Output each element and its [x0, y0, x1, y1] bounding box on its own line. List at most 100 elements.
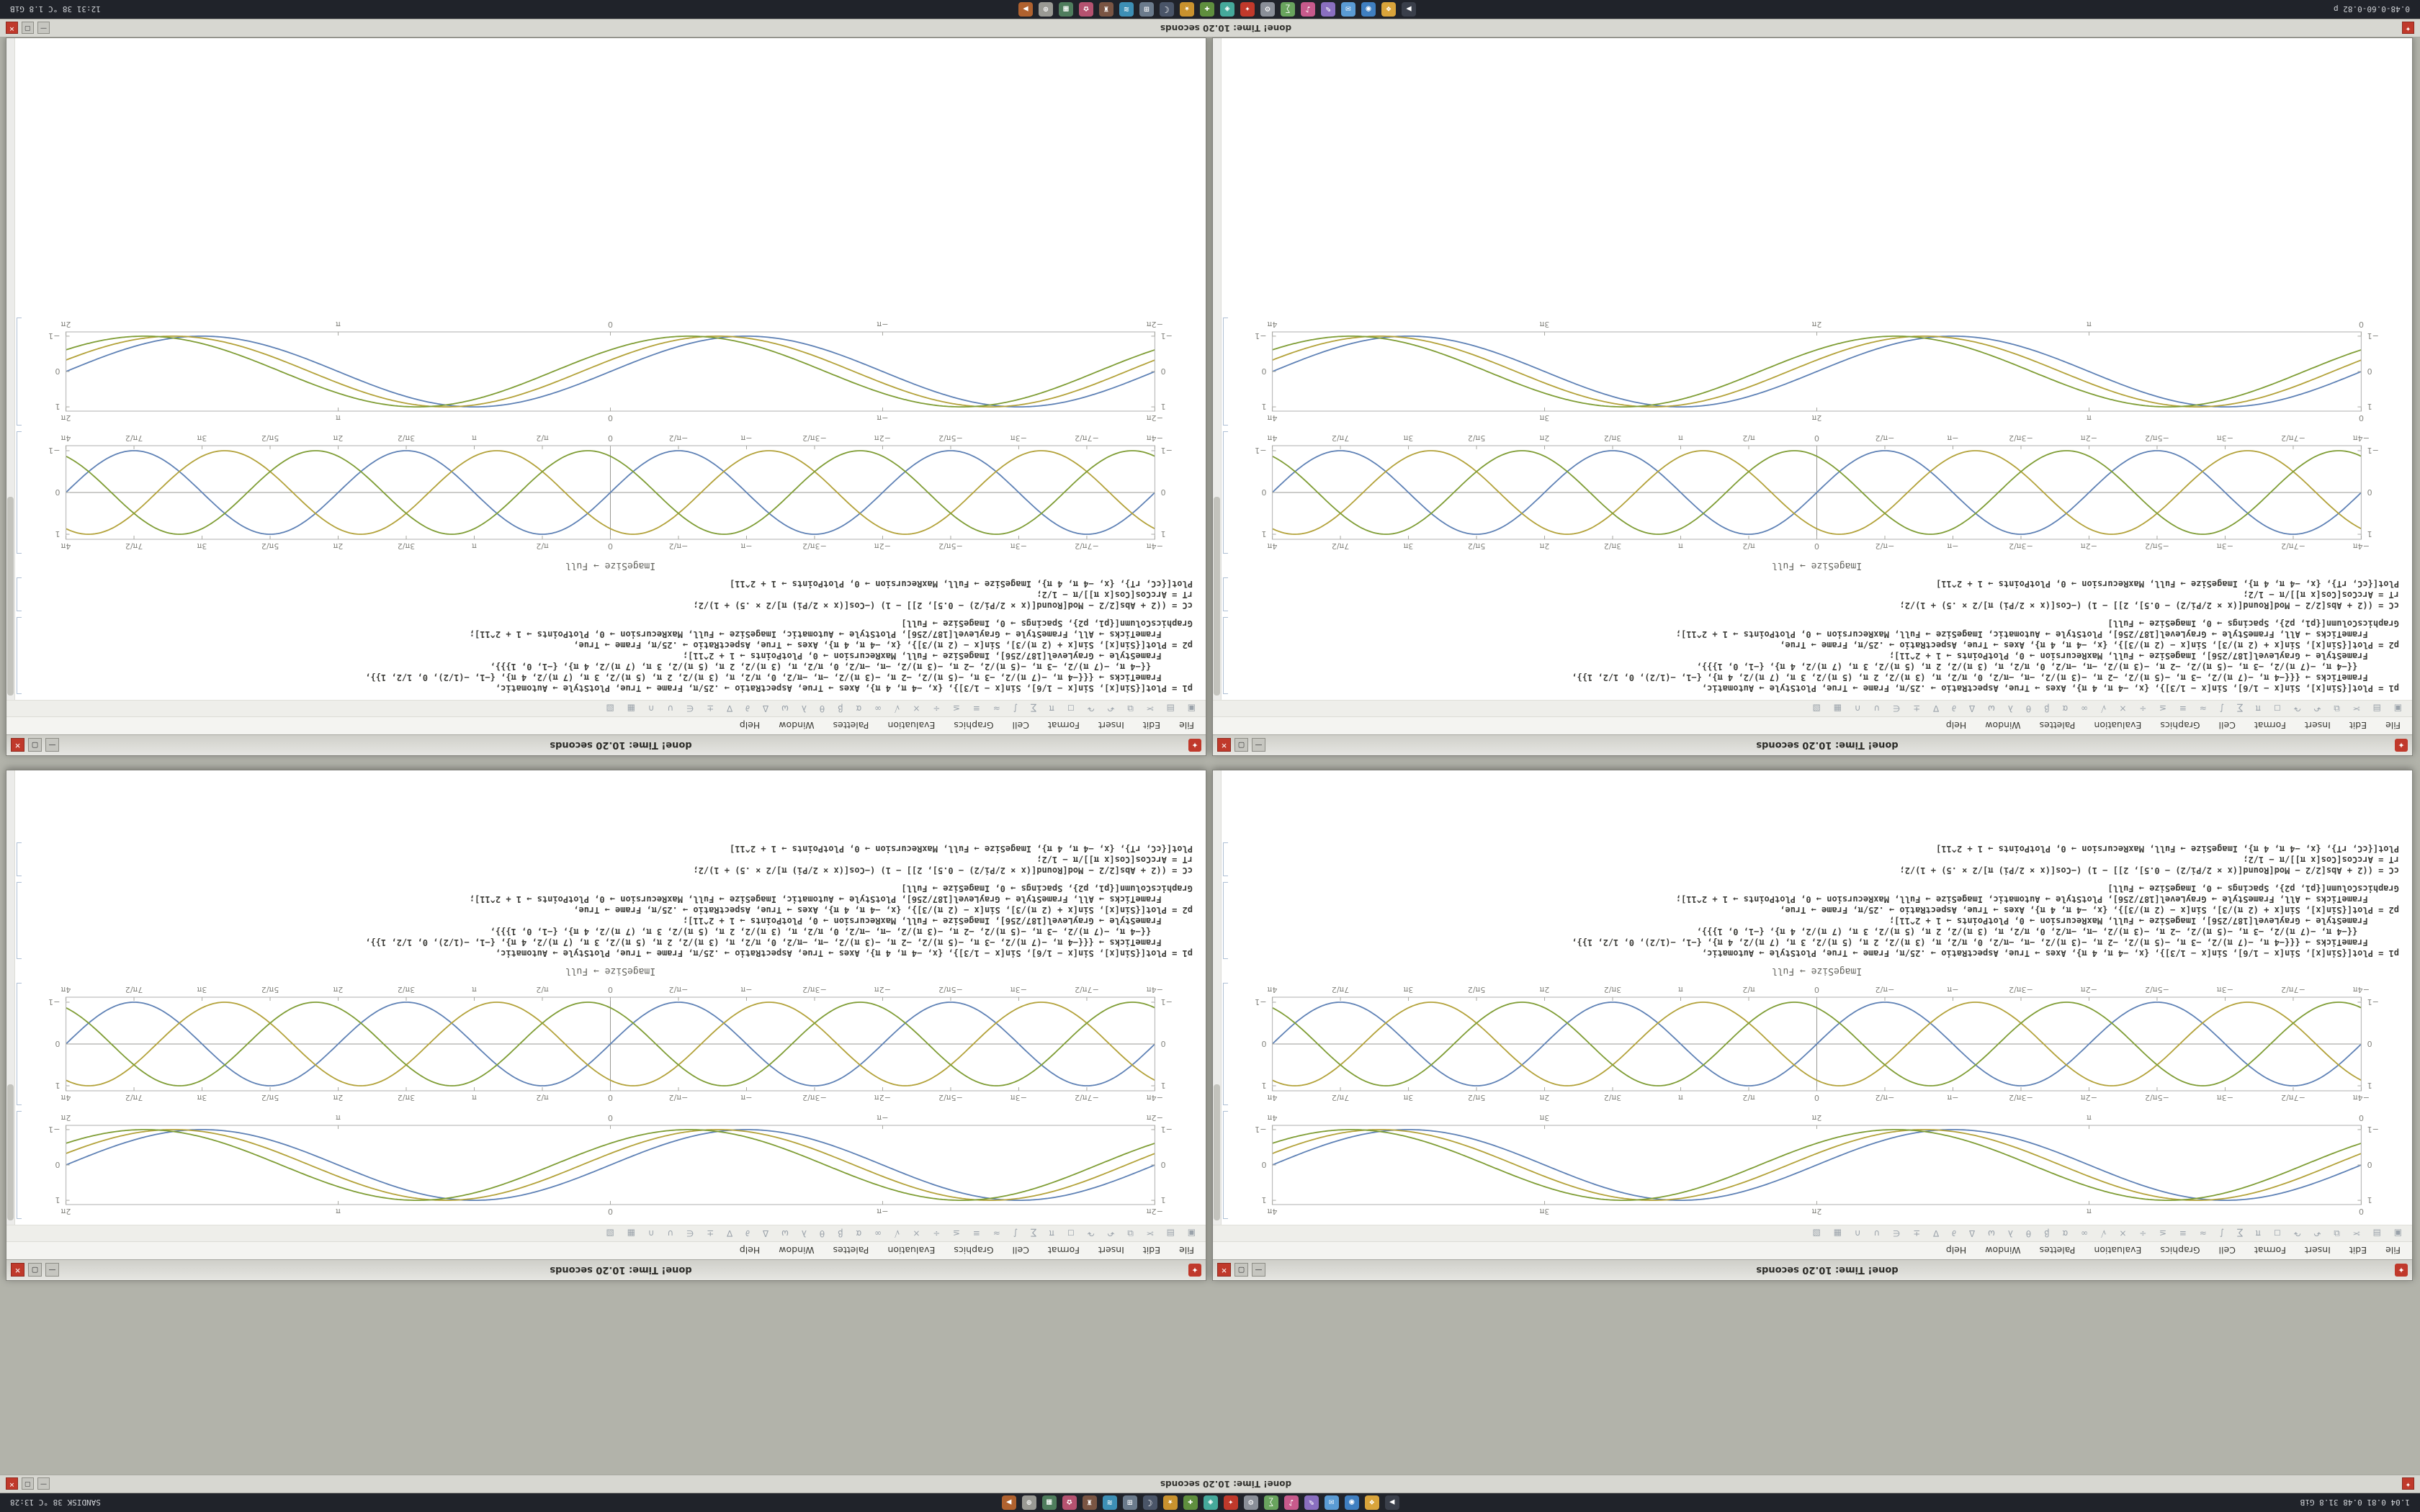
cell-bracket[interactable]: [17, 1111, 22, 1219]
close-button[interactable]: ✕: [6, 1477, 18, 1490]
grid-icon[interactable]: ⊞: [1122, 1495, 1137, 1510]
grid-icon[interactable]: ⊞: [1139, 2, 1154, 17]
toolbar-glyphs[interactable]: ▣ ▤ ✂ ⧉ ↶ ↷ ◻ π ∑ ∫ ≈ ≡ ≤ ÷ × √ ∞ α β θ …: [1807, 1228, 2402, 1239]
system-icon[interactable]: ⊕: [1038, 2, 1053, 17]
maximize-button[interactable]: ▢: [28, 1263, 42, 1277]
menu-item-graphics[interactable]: Graphics: [2160, 720, 2200, 732]
code-line[interactable]: {{−4 π, −(7 π)/2, −3 π, −(5 π)/2, −2 π, …: [1696, 927, 2399, 937]
toolbar-glyphs[interactable]: ▣ ▤ ✂ ⧉ ↶ ↷ ◻ π ∑ ∫ ≈ ≡ ≤ ÷ × √ ∞ α β θ …: [1807, 703, 2402, 714]
code-line[interactable]: p2 = Plot[{Sin[x], Sin[x + (2 π)/3], Sin…: [1780, 640, 2399, 650]
code-line[interactable]: FrameTicks → {{{−4 π, −(7 π)/2, −3 π, −(…: [365, 672, 1193, 683]
maximize-button[interactable]: ▢: [1234, 1263, 1248, 1277]
code-line[interactable]: p1 = Plot[{Sin[x], Sin[x − 1/6], Sin[x −…: [495, 683, 1193, 693]
code-line[interactable]: cC = ((2 + Abs[2/2 − Mod[Round[(x × 2/Pi…: [1899, 600, 2399, 611]
input-cell-small[interactable]: cC = ((2 + Abs[2/2 − Mod[Round[(x × 2/Pi…: [1213, 575, 2412, 614]
files-icon[interactable]: ❖: [1381, 2, 1396, 17]
mathematica-icon[interactable]: ✦: [2402, 22, 2414, 35]
menu-item-format[interactable]: Format: [2254, 1245, 2286, 1256]
files-icon[interactable]: ❖: [1364, 1495, 1379, 1510]
menu-item-insert[interactable]: Insert: [2305, 720, 2331, 732]
table-icon[interactable]: ▦: [1041, 1495, 1057, 1510]
chat-icon[interactable]: ◈: [1219, 2, 1234, 17]
scrollbar-thumb[interactable]: [7, 497, 14, 696]
cell-bracket[interactable]: [17, 318, 22, 426]
waves-icon[interactable]: ≋: [1102, 1495, 1117, 1510]
input-cell-main[interactable]: p1 = Plot[{Sin[x], Sin[x − 1/6], Sin[x −…: [6, 614, 1206, 697]
cell-bracket[interactable]: [1223, 577, 1228, 611]
minimize-button[interactable]: —: [37, 1477, 50, 1490]
menu-item-graphics[interactable]: Graphics: [2160, 1245, 2200, 1256]
close-button[interactable]: ✕: [11, 738, 24, 752]
code-line[interactable]: p2 = Plot[{Sin[x], Sin[x + (2 π)/3], Sin…: [1780, 905, 2399, 915]
code-line[interactable]: Plot[{cC, rT}, {x, −4 π, 4 π}, ImageSize…: [730, 579, 1193, 589]
cell-bracket[interactable]: [17, 431, 22, 554]
scrollbar-thumb[interactable]: [1214, 497, 1220, 696]
close-button[interactable]: ✕: [1217, 738, 1231, 752]
minimize-button[interactable]: —: [1252, 1263, 1265, 1277]
code-line[interactable]: rT = ArcCos[Cos[x π]]/π − 1/2;: [1036, 855, 1193, 865]
code-line[interactable]: p1 = Plot[{Sin[x], Sin[x − 1/6], Sin[x −…: [1701, 948, 2399, 958]
code-line[interactable]: FrameTicks → All, FrameStyle → GrayLevel…: [469, 629, 1193, 639]
mail-icon[interactable]: ✉: [1324, 1495, 1339, 1510]
menu-item-palettes[interactable]: Palettes: [833, 1245, 869, 1256]
menu-item-cell[interactable]: Cell: [2218, 720, 2236, 732]
media-icon[interactable]: ▶: [1001, 1495, 1016, 1510]
terminal-icon[interactable]: ▶: [1384, 1495, 1399, 1510]
menu-item-format[interactable]: Format: [1047, 1245, 1080, 1256]
cell-bracket[interactable]: [1223, 882, 1228, 959]
code-line[interactable]: cC = ((2 + Abs[2/2 − Mod[Round[(x × 2/Pi…: [693, 600, 1193, 611]
cell-bracket[interactable]: [1223, 983, 1228, 1105]
mathematica-icon[interactable]: ✦: [1240, 2, 1255, 17]
menu-item-insert[interactable]: Insert: [1098, 720, 1124, 732]
night-icon[interactable]: ☾: [1142, 1495, 1157, 1510]
vertical-scrollbar[interactable]: [6, 38, 15, 700]
menu-item-file[interactable]: File: [1179, 1245, 1194, 1256]
input-cell-small[interactable]: cC = ((2 + Abs[2/2 − Mod[Round[(x × 2/Pi…: [1213, 840, 2412, 879]
code-line[interactable]: GraphicsColumn[{p1, p2}, Spacings → 0, I…: [2107, 883, 2399, 894]
window-titlebar[interactable]: ✦ done! Time: 10.20 seconds — ▢ ✕: [1213, 734, 2412, 755]
star-icon[interactable]: ★: [1179, 2, 1194, 17]
menu-item-cell[interactable]: Cell: [2218, 1245, 2236, 1256]
cell-bracket[interactable]: [1223, 431, 1228, 554]
minimize-button[interactable]: —: [37, 22, 50, 35]
cell-bracket[interactable]: [1223, 842, 1228, 876]
settings-icon[interactable]: ⚙: [1260, 2, 1275, 17]
code-line[interactable]: p2 = Plot[{Sin[x], Sin[x + (2 π)/3], Sin…: [573, 640, 1193, 650]
maximize-button[interactable]: ▢: [22, 1477, 34, 1490]
terminal-icon[interactable]: ▶: [1401, 2, 1416, 17]
table-icon[interactable]: ▦: [1058, 2, 1073, 17]
games-icon[interactable]: ♜: [1098, 2, 1113, 17]
browser-icon[interactable]: ◉: [1344, 1495, 1359, 1510]
cell-bracket[interactable]: [17, 842, 22, 876]
menu-item-insert[interactable]: Insert: [2305, 1245, 2331, 1256]
code-line[interactable]: FrameStyle → GrayLevel[187/256], ImageSi…: [1888, 651, 2399, 661]
code-line[interactable]: FrameStyle → GrayLevel[187/256], ImageSi…: [1888, 916, 2399, 926]
menu-item-help[interactable]: Help: [739, 1245, 761, 1256]
scrollbar-thumb[interactable]: [1214, 1084, 1220, 1220]
code-line[interactable]: FrameStyle → GrayLevel[187/256], ImageSi…: [682, 916, 1193, 926]
toolbar-glyphs[interactable]: ▣ ▤ ✂ ⧉ ↶ ↷ ◻ π ∑ ∫ ≈ ≡ ≤ ÷ × √ ∞ α β θ …: [601, 703, 1196, 714]
mathematica-icon[interactable]: ✦: [2402, 1477, 2414, 1490]
photos-icon[interactable]: ✿: [1062, 1495, 1077, 1510]
menu-item-evaluation[interactable]: Evaluation: [887, 720, 936, 732]
code-line[interactable]: {{−4 π, −(7 π)/2, −3 π, −(5 π)/2, −2 π, …: [1696, 662, 2399, 672]
code-line[interactable]: rT = ArcCos[Cos[x π]]/π − 1/2;: [1036, 590, 1193, 600]
code-line[interactable]: cC = ((2 + Abs[2/2 − Mod[Round[(x × 2/Pi…: [1899, 865, 2399, 876]
toolbar-glyphs[interactable]: ▣ ▤ ✂ ⧉ ↶ ↷ ◻ π ∑ ∫ ≈ ≡ ≤ ÷ × √ ∞ α β θ …: [601, 1228, 1196, 1239]
menu-item-help[interactable]: Help: [739, 720, 761, 732]
code-line[interactable]: FrameTicks → All, FrameStyle → GrayLevel…: [469, 894, 1193, 904]
menu-item-format[interactable]: Format: [2254, 720, 2286, 732]
menu-item-palettes[interactable]: Palettes: [833, 720, 869, 732]
input-cell-main[interactable]: p1 = Plot[{Sin[x], Sin[x − 1/6], Sin[x −…: [6, 879, 1206, 962]
night-icon[interactable]: ☾: [1159, 2, 1174, 17]
cell-bracket[interactable]: [1223, 1111, 1228, 1219]
menu-item-evaluation[interactable]: Evaluation: [887, 1245, 936, 1256]
code-line[interactable]: Plot[{cC, rT}, {x, −4 π, 4 π}, ImageSize…: [730, 844, 1193, 854]
cell-bracket[interactable]: [17, 983, 22, 1105]
input-cell-main[interactable]: p1 = Plot[{Sin[x], Sin[x − 1/6], Sin[x −…: [1213, 614, 2412, 697]
cell-bracket[interactable]: [17, 577, 22, 611]
minimize-button[interactable]: —: [1252, 738, 1265, 752]
menu-item-file[interactable]: File: [2385, 720, 2401, 732]
menu-item-window[interactable]: Window: [779, 1245, 815, 1256]
media-icon[interactable]: ▶: [1018, 2, 1033, 17]
